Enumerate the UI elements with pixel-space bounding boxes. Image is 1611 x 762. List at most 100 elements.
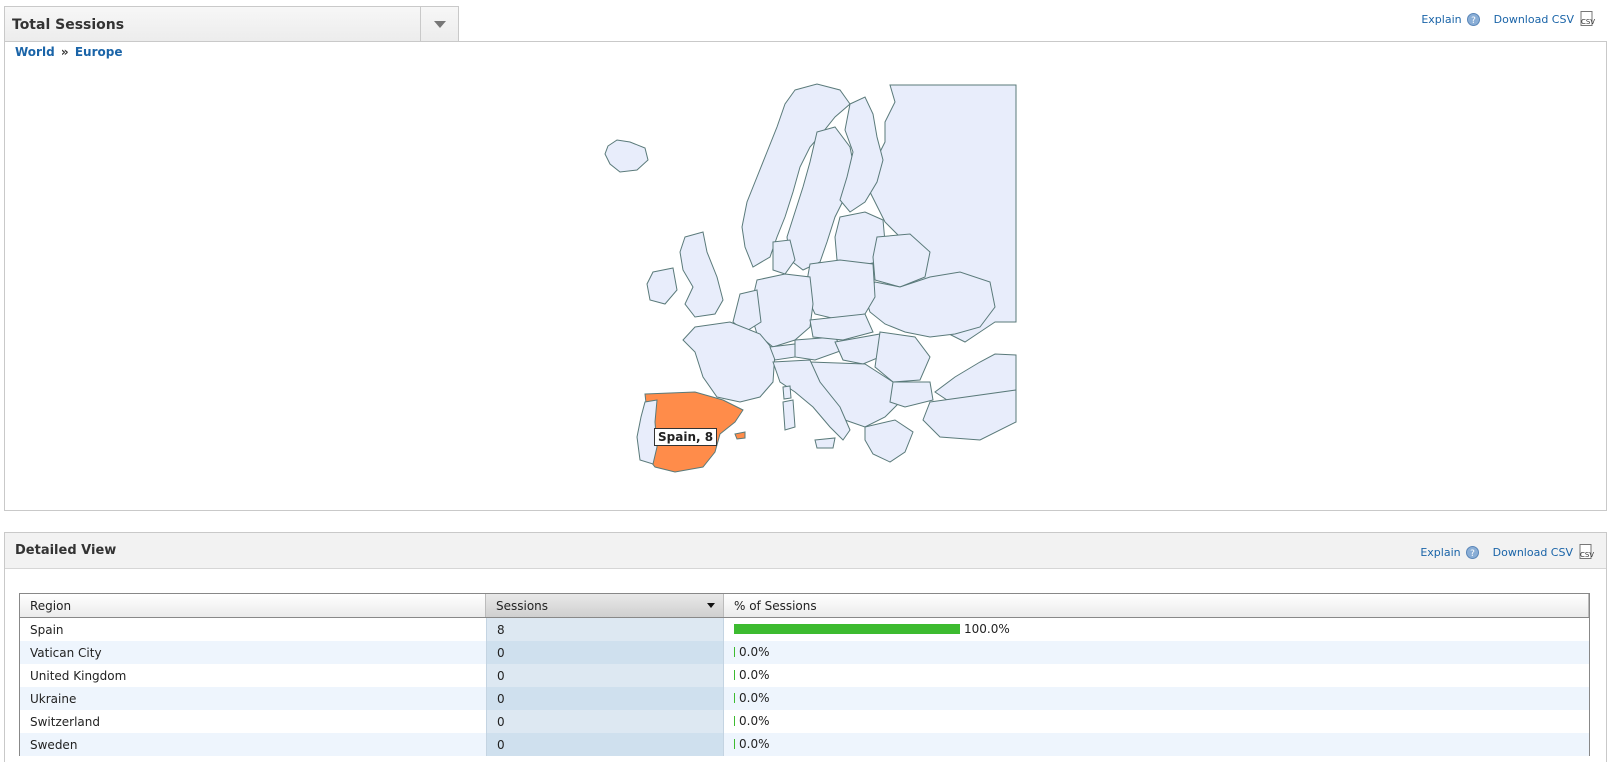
explain-label: Explain — [1421, 12, 1462, 26]
cell-sessions: 8 — [486, 618, 724, 641]
ireland[interactable] — [646, 267, 678, 305]
iceland[interactable] — [604, 139, 649, 173]
pct-value: 0.0% — [739, 667, 770, 682]
metric-selector[interactable]: Total Sessions — [4, 6, 459, 42]
cell-region: Sweden — [30, 738, 78, 752]
sort-desc-icon — [707, 603, 715, 608]
cell-sessions: 0 — [486, 641, 724, 664]
table-row[interactable]: Switzerland 0 0.0% — [20, 710, 1589, 733]
ukraine[interactable] — [864, 271, 996, 338]
turkey-europe[interactable] — [922, 389, 1017, 441]
cell-region: Switzerland — [30, 715, 100, 729]
greece[interactable] — [864, 419, 914, 463]
column-header-sessions[interactable]: Sessions — [486, 594, 724, 617]
pct-value: 0.0% — [739, 690, 770, 705]
cell-region: Vatican City — [30, 646, 102, 660]
csv-file-icon: CSV — [1580, 11, 1595, 26]
portugal[interactable] — [636, 399, 658, 465]
cell-sessions: 0 — [486, 733, 724, 756]
svg-text:CSV: CSV — [1581, 18, 1595, 26]
metric-dropdown-button[interactable] — [420, 7, 458, 42]
pct-value: 0.0% — [739, 644, 770, 659]
pct-bar — [734, 692, 735, 703]
europe-map[interactable] — [5, 42, 1608, 512]
column-header-pct[interactable]: % of Sessions — [724, 594, 1589, 617]
norway[interactable] — [741, 83, 851, 268]
cell-pct: 0.0% — [724, 687, 1589, 710]
poland[interactable] — [804, 259, 876, 321]
chevron-down-icon — [434, 21, 446, 28]
top-toolbar: Explain ? Download CSV CSV — [1421, 11, 1597, 27]
bulgaria[interactable] — [889, 381, 934, 408]
breadcrumb-europe[interactable]: Europe — [74, 45, 123, 59]
metric-label: Total Sessions — [12, 17, 125, 33]
cell-pct: 0.0% — [724, 641, 1589, 664]
svg-text:?: ? — [1471, 16, 1476, 26]
detail-explain-link[interactable]: Explain ? — [1420, 544, 1479, 560]
table-row[interactable]: Spain 8 100.0% — [20, 618, 1589, 641]
detail-download-csv-link[interactable]: Download CSV CSV — [1493, 544, 1596, 560]
cell-pct: 0.0% — [724, 733, 1589, 756]
france[interactable] — [682, 321, 776, 403]
pct-bar — [734, 669, 735, 680]
cell-pct: 100.0% — [724, 618, 1589, 641]
cell-sessions: 0 — [486, 687, 724, 710]
hungary[interactable] — [834, 333, 888, 365]
czech-slovakia[interactable] — [809, 313, 874, 341]
finland[interactable] — [839, 96, 884, 213]
help-icon: ? — [1465, 545, 1479, 559]
help-icon: ? — [1466, 12, 1480, 26]
cell-region: Spain — [30, 623, 64, 637]
table-row[interactable]: United Kingdom 0 0.0% — [20, 664, 1589, 687]
cell-region: Ukraine — [30, 692, 77, 706]
detail-download-csv-label: Download CSV — [1492, 545, 1573, 559]
sweden[interactable] — [786, 126, 856, 271]
cell-pct: 0.0% — [724, 710, 1589, 733]
breadcrumb-world[interactable]: World — [15, 45, 55, 59]
column-header-sessions-label: Sessions — [496, 599, 549, 613]
sardinia[interactable] — [782, 399, 796, 431]
switzerland[interactable] — [769, 343, 796, 361]
corsica[interactable] — [782, 385, 792, 400]
explain-link[interactable]: Explain ? — [1421, 11, 1480, 27]
pct-bar — [734, 715, 735, 726]
benelux[interactable] — [732, 289, 762, 333]
denmark[interactable] — [772, 239, 796, 275]
download-csv-link[interactable]: Download CSV CSV — [1494, 11, 1597, 27]
breadcrumb-separator: » — [60, 45, 69, 59]
romania[interactable] — [874, 331, 931, 383]
map-tooltip: Spain, 8 — [654, 428, 718, 446]
detailed-view-title: Detailed View — [15, 543, 117, 558]
breadcrumb: World » Europe — [15, 45, 122, 59]
csv-file-icon: CSV — [1579, 544, 1594, 559]
table-row[interactable]: Sweden 0 0.0% — [20, 733, 1589, 756]
cell-sessions: 0 — [486, 664, 724, 687]
svg-text:CSV: CSV — [1580, 551, 1594, 559]
cell-pct: 0.0% — [724, 664, 1589, 687]
cell-sessions: 0 — [486, 710, 724, 733]
detail-explain-label: Explain — [1420, 545, 1461, 559]
download-csv-label: Download CSV — [1493, 12, 1574, 26]
detailed-view-header: Detailed View Explain ? Download CSV CSV — [5, 533, 1606, 569]
pct-bar — [734, 623, 960, 634]
balearic-islands[interactable] — [734, 431, 746, 440]
cell-region: United Kingdom — [30, 669, 127, 683]
austria[interactable] — [794, 336, 844, 361]
pct-value: 0.0% — [739, 736, 770, 751]
belarus[interactable] — [872, 233, 931, 288]
column-header-region[interactable]: Region — [20, 594, 486, 617]
detailed-view-panel: Detailed View Explain ? Download CSV CSV… — [4, 532, 1607, 762]
table-header: Region Sessions % of Sessions — [20, 594, 1589, 618]
table-row[interactable]: Ukraine 0 0.0% — [20, 687, 1589, 710]
pct-bar — [734, 738, 735, 749]
pct-value: 100.0% — [964, 621, 1010, 636]
sicily[interactable] — [814, 437, 836, 449]
pct-value: 0.0% — [739, 713, 770, 728]
detail-toolbar: Explain ? Download CSV CSV — [1420, 544, 1596, 560]
map-panel: World » Europe — [4, 41, 1607, 511]
sessions-table: Region Sessions % of Sessions Spain 8 100.… — [19, 593, 1590, 756]
united-kingdom[interactable] — [679, 231, 724, 318]
svg-text:?: ? — [1470, 549, 1475, 559]
pct-bar — [734, 646, 735, 657]
table-row[interactable]: Vatican City 0 0.0% — [20, 641, 1589, 664]
